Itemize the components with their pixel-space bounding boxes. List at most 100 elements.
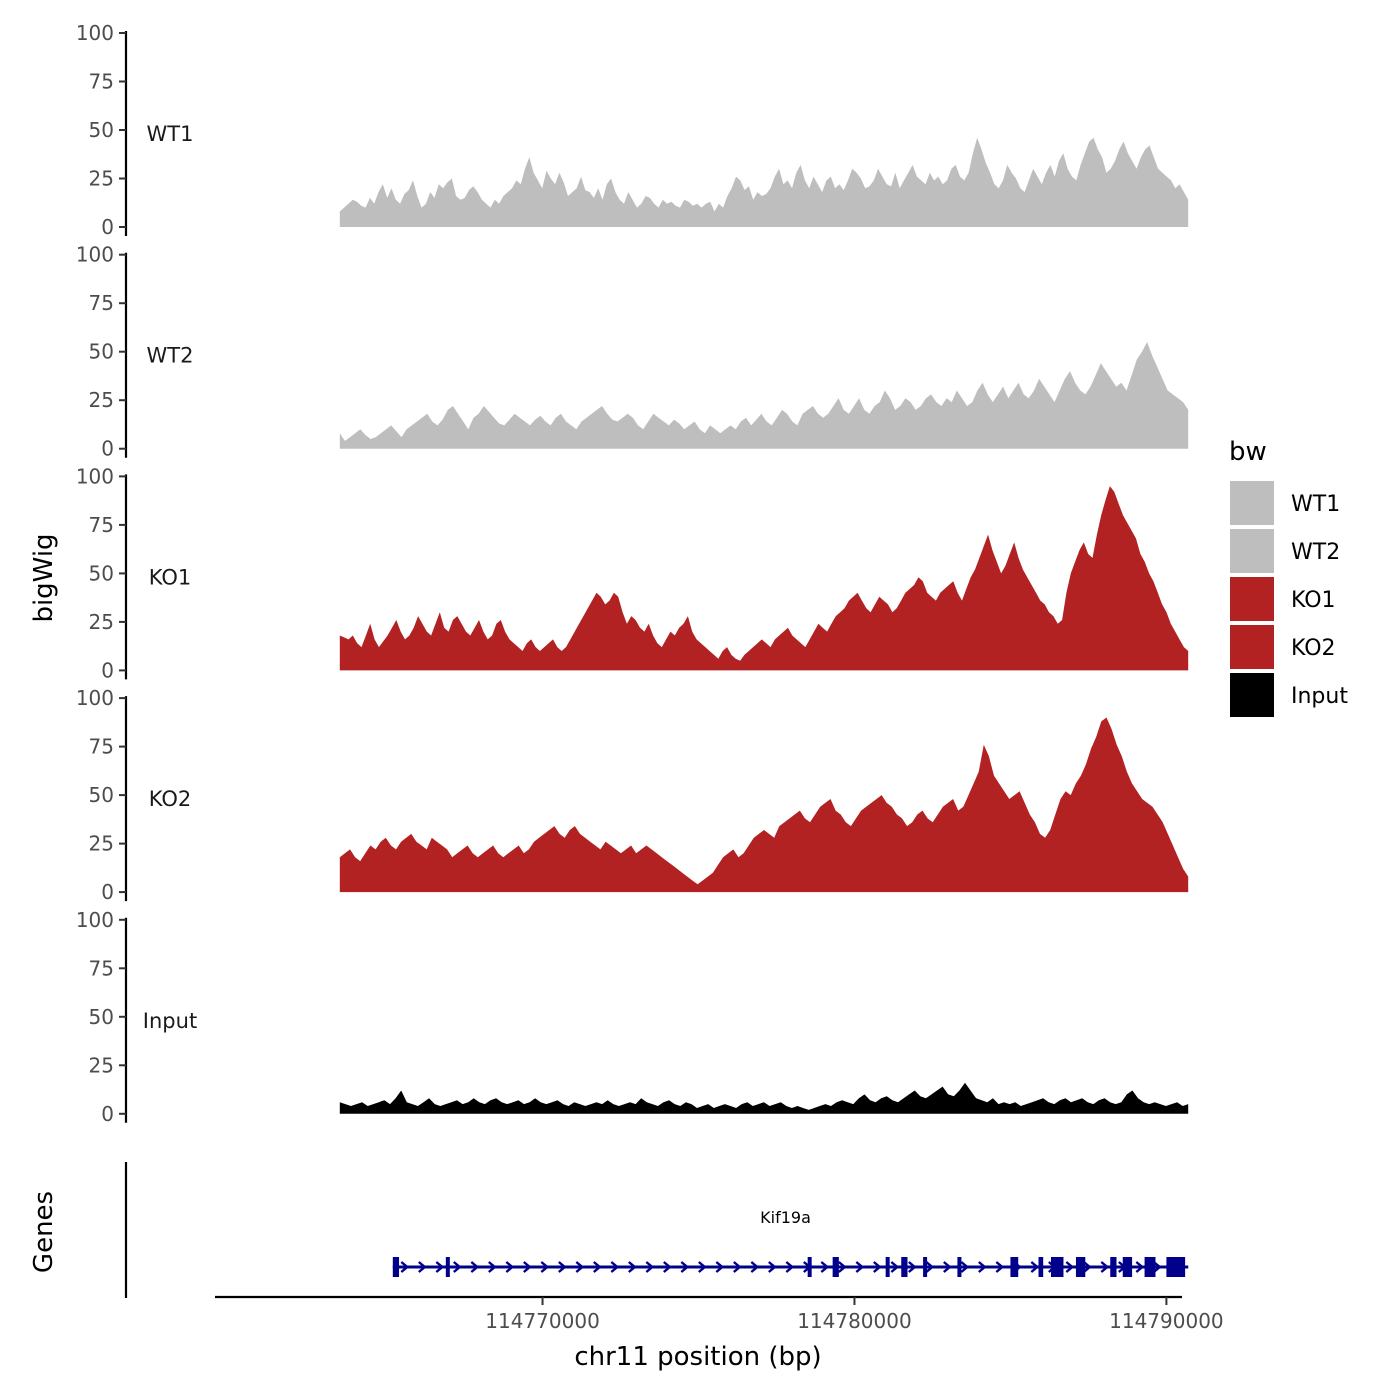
- strand-chevron: [890, 1261, 900, 1273]
- strand-chevron: [820, 1261, 830, 1273]
- strand-chevron: [943, 1261, 952, 1273]
- legend: bw WT1 WT2 KO1 KO2 Input: [1228, 437, 1348, 719]
- y-tick-label: 50: [89, 561, 114, 585]
- legend-label-ko1: KO1: [1291, 588, 1336, 613]
- legend-swatch-wt2: [1228, 527, 1276, 575]
- legend-label-input: Input: [1291, 684, 1348, 709]
- strand-chevron: [628, 1261, 637, 1273]
- strand-chevron: [785, 1261, 795, 1273]
- gene-exon: [832, 1257, 839, 1277]
- gene-exon: [807, 1257, 812, 1277]
- y-tick-label: 25: [89, 610, 114, 634]
- gene-exon: [1110, 1257, 1117, 1277]
- bigwig-tracks: 0255075100WT10255075100WT20255075100KO10…: [76, 21, 1189, 1126]
- strand-chevron: [855, 1261, 865, 1273]
- strand-chevron: [558, 1261, 567, 1273]
- strand-chevron: [1153, 1261, 1162, 1273]
- y-tick-label: 100: [76, 243, 114, 267]
- strand-chevron: [680, 1261, 690, 1273]
- strand-chevron: [733, 1261, 742, 1273]
- gene-exon: [923, 1257, 928, 1277]
- strand-chevron: [750, 1261, 760, 1273]
- strand-chevron: [400, 1261, 410, 1273]
- signal-area-wt1: [339, 137, 1189, 227]
- gene-exon: [901, 1257, 908, 1277]
- x-tick-label: 114770000: [485, 1309, 600, 1333]
- signal-area-ko2: [339, 717, 1189, 893]
- strand-chevron: [593, 1261, 602, 1273]
- y-tick-label: 50: [89, 118, 114, 142]
- y-tick-label: 75: [89, 956, 114, 980]
- strand-chevron: [995, 1261, 1005, 1273]
- track-wt2: 0 25 50 75 100 WT2: [76, 243, 1189, 461]
- gene-exon: [1075, 1257, 1086, 1277]
- y-tick-label: 25: [89, 832, 114, 856]
- strand-chevron: [470, 1261, 480, 1273]
- strand-chevron: [1083, 1261, 1092, 1273]
- gene-exon: [1038, 1257, 1044, 1277]
- strand-chevron: [663, 1261, 672, 1273]
- strand-chevron: [1030, 1261, 1040, 1273]
- strand-chevron: [978, 1261, 987, 1273]
- y-tick-label: 25: [89, 388, 114, 412]
- y-tick-label: 0: [101, 215, 114, 239]
- track-ko1: 0 25 50 75 100 KO1: [76, 464, 1189, 682]
- strand-chevron: [488, 1261, 497, 1273]
- track-label-wt1: WT1: [147, 122, 194, 146]
- strand-chevron: [768, 1261, 777, 1273]
- legend-swatch-input: [1228, 671, 1276, 719]
- track-input: 0 25 50 75 100 Input: [76, 908, 1189, 1126]
- legend-title: bw: [1229, 437, 1267, 467]
- gene-label: Kif19a: [760, 1208, 811, 1227]
- signal-area-wt2: [339, 342, 1189, 449]
- gene-exon: [1144, 1257, 1156, 1277]
- track-ko2: 0 25 50 75 100 KO2: [76, 686, 1189, 904]
- strand-chevron: [873, 1261, 882, 1273]
- x-axis-title: chr11 position (bp): [574, 1342, 821, 1372]
- strand-chevron: [698, 1261, 707, 1273]
- y-tick-label: 75: [89, 70, 114, 94]
- y-tick-label: 100: [76, 21, 114, 45]
- gene-exon: [957, 1257, 962, 1277]
- gene-exon: [1050, 1257, 1064, 1277]
- x-tick-label: 114780000: [797, 1309, 912, 1333]
- strand-chevron: [715, 1261, 725, 1273]
- gene-exon: [445, 1257, 450, 1277]
- strand-chevron: [1065, 1261, 1075, 1273]
- strand-chevron: [1100, 1261, 1110, 1273]
- strand-chevron: [960, 1261, 970, 1273]
- y-tick-label: 75: [89, 513, 114, 537]
- y-tick-label: 50: [89, 340, 114, 364]
- strand-chevron: [453, 1261, 462, 1273]
- legend-label-wt1: WT1: [1291, 492, 1340, 517]
- track-label-ko2: KO2: [149, 787, 192, 811]
- y-tick-label: 75: [89, 735, 114, 759]
- track-label-wt2: WT2: [147, 344, 194, 368]
- y-tick-label: 100: [76, 464, 114, 488]
- strand-chevron: [575, 1261, 585, 1273]
- y-tick-label: 25: [89, 167, 114, 191]
- y-tick-label: 0: [101, 658, 114, 682]
- signal-area-input: [339, 1082, 1189, 1114]
- strand-chevron: [838, 1261, 847, 1273]
- y-tick-label: 50: [89, 1005, 114, 1029]
- y-tick-label: 50: [89, 783, 114, 807]
- strand-chevron: [418, 1261, 427, 1273]
- strand-chevron: [523, 1261, 532, 1273]
- y-tick-label: 25: [89, 1053, 114, 1077]
- y-tick-label: 0: [101, 1102, 114, 1126]
- gene-exon: [885, 1257, 890, 1277]
- x-axis: 114770000 114780000 114790000: [215, 1295, 1224, 1333]
- strand-chevron: [540, 1261, 550, 1273]
- strand-chevron: [925, 1261, 935, 1273]
- y-axis-title: bigWig: [29, 533, 59, 622]
- gene-kif19a: Kif19a: [392, 1208, 1189, 1277]
- track-label-input: Input: [143, 1009, 197, 1033]
- strand-chevron: [1135, 1261, 1145, 1273]
- genes-panel: Kif19a: [124, 1162, 1189, 1298]
- y-tick-label: 0: [101, 880, 114, 904]
- legend-swatch-ko2: [1228, 623, 1276, 671]
- y-tick-label: 100: [76, 686, 114, 710]
- track-label-ko1: KO1: [149, 565, 192, 589]
- gene-exon: [1122, 1257, 1133, 1277]
